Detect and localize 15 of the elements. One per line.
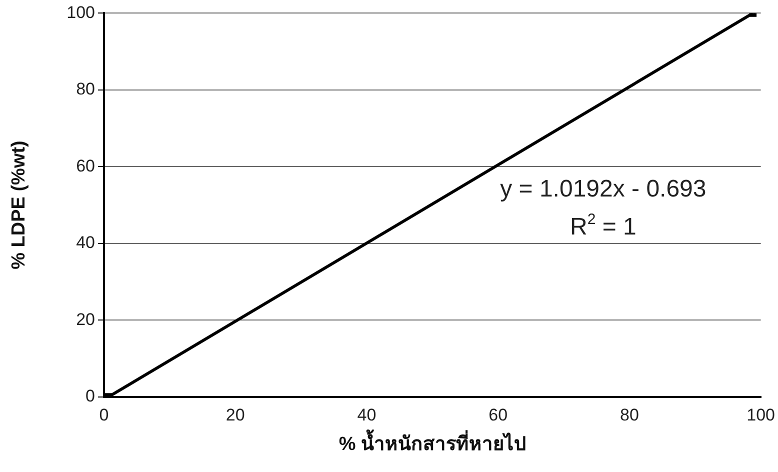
y-tick-label: 100	[66, 2, 95, 22]
x-tick-label: 60	[488, 406, 508, 425]
x-tick-label: 0	[99, 406, 109, 425]
x-axis-title: % น้ำหนักสารที่หายไป	[338, 428, 526, 455]
x-tick-label: 20	[226, 406, 245, 425]
x-tick-label: 80	[620, 406, 639, 425]
y-tick-label: 60	[76, 156, 95, 176]
y-tick-label: 80	[76, 80, 95, 99]
y-tick-label: 0	[86, 386, 95, 406]
x-tick-label: 100	[746, 406, 776, 425]
y-tick-label: 40	[76, 233, 95, 252]
x-tick-label: 40	[357, 406, 376, 425]
y-tick-label: 20	[76, 310, 95, 329]
annotation: y = 1.0192x - 0.693	[500, 175, 706, 202]
y-axis-title: % LDPE (%wt)	[8, 140, 30, 270]
